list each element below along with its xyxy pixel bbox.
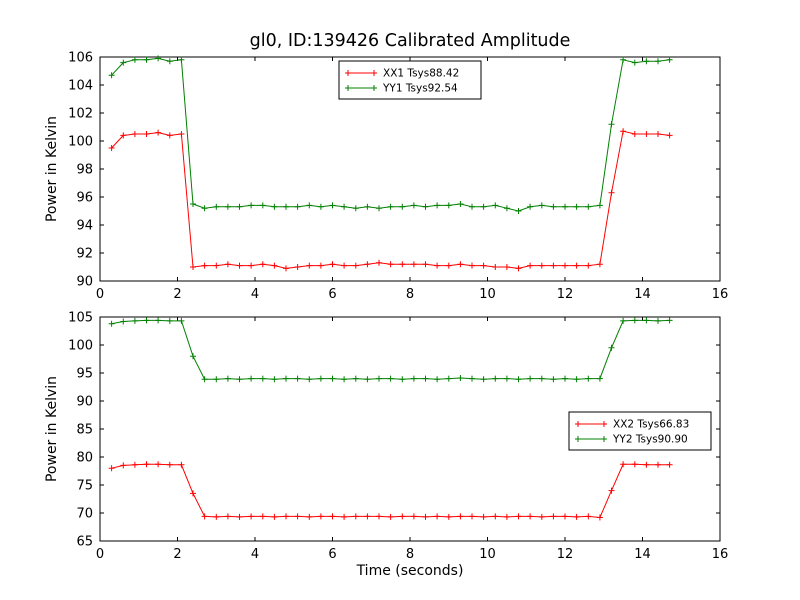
legend-sample-marker [575,436,607,442]
series-line-xx1 [111,130,670,269]
y-axis-label: Power in Kelvin [44,116,60,222]
legend: XX2 Tsys66.83 YY2 Tsys90.90 [568,411,712,451]
y-tick-label: 100 [68,339,93,354]
y-tick-label: 95 [76,367,93,382]
y-tick-label: 90 [76,395,93,410]
y-tick-label: 75 [76,479,93,494]
y-tick-label: 90 [76,275,93,290]
x-tick-label: 12 [557,287,574,302]
y-tick-label: 85 [76,423,93,438]
x-tick-label: 2 [173,287,181,302]
x-axis-label: Time (seconds) [356,563,464,579]
figure-title: gl0, ID:139426 Calibrated Amplitude [249,31,571,51]
y-tick-label: 80 [76,451,93,466]
x-tick-label: 6 [328,547,336,562]
y-tick-label: 70 [76,507,93,522]
legend-box [338,60,482,100]
series-line-yy2 [111,319,670,380]
y-tick-label: 100 [68,135,93,150]
top-subplot: 0 2 4 6 8 10 12 14 16 90 92 94 96 98 100 102 104 106 Power… [44,51,728,303]
legend-box [568,411,712,451]
x-tick-label: 8 [406,287,414,302]
x-tick-label: 16 [712,287,729,302]
y-tick-label: 106 [68,51,93,66]
legend-label: YY1 Tsys92.54 [382,83,458,95]
series-markers-xx2 [108,461,673,521]
y-axis-label: Power in Kelvin [44,376,60,482]
x-tick-label: 8 [406,547,414,562]
legend: XX1 Tsys88.42 YY1 Tsys92.54 [338,60,482,100]
x-tick-label: 4 [251,547,259,562]
x-tick-label: 10 [479,287,496,302]
legend-sample-marker [345,85,377,91]
legend-label: XX1 Tsys88.42 [383,68,459,80]
y-tick-label: 94 [76,219,93,234]
x-tick-label: 10 [479,547,496,562]
y-tick-label: 96 [76,191,93,206]
x-tick-label: 6 [328,287,336,302]
y-tick-label: 105 [68,311,93,326]
y-tick-label: 65 [76,535,93,550]
legend-sample-marker [345,70,377,76]
bottom-subplot: 0 2 4 6 8 10 12 14 16 65 70 75 80 85 90 95 100 105 Power i… [44,311,728,580]
y-tick-label: 92 [76,247,93,262]
y-tick-label: 98 [76,163,93,178]
x-tick-label: 14 [634,547,651,562]
x-tick-label: 12 [557,547,574,562]
x-tick-label: 16 [712,547,729,562]
y-tick-label: 104 [68,79,93,94]
x-tick-label: 2 [173,547,181,562]
legend-label: YY2 Tsys90.90 [612,434,688,446]
x-tick-label: 0 [96,547,104,562]
series-markers-yy2 [108,317,673,383]
legend-sample-marker [575,421,607,427]
tick-marks [99,56,721,282]
x-tick-label: 0 [96,287,104,302]
series-markers-xx1 [108,128,673,272]
series-markers-yy1 [108,55,673,214]
tick-marks [99,316,721,542]
series-line-xx2 [111,463,670,519]
x-tick-label: 14 [634,287,651,302]
legend-label: XX2 Tsys66.83 [613,419,689,431]
y-tick-label: 102 [68,107,93,122]
x-tick-label: 4 [251,287,259,302]
